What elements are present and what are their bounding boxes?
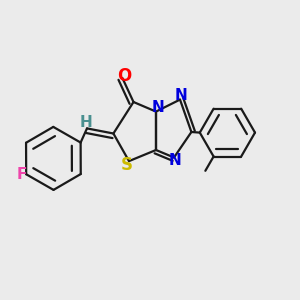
Text: N: N	[169, 153, 182, 168]
Text: N: N	[152, 100, 165, 116]
Text: F: F	[16, 167, 27, 182]
Text: H: H	[80, 115, 93, 130]
Text: O: O	[117, 67, 131, 85]
Text: S: S	[121, 156, 133, 174]
Text: N: N	[175, 88, 188, 104]
